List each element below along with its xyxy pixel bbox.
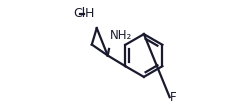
Text: NH₂: NH₂ [110,29,132,42]
Text: F: F [170,91,177,104]
Text: H: H [85,7,94,20]
Text: Cl: Cl [74,7,86,20]
